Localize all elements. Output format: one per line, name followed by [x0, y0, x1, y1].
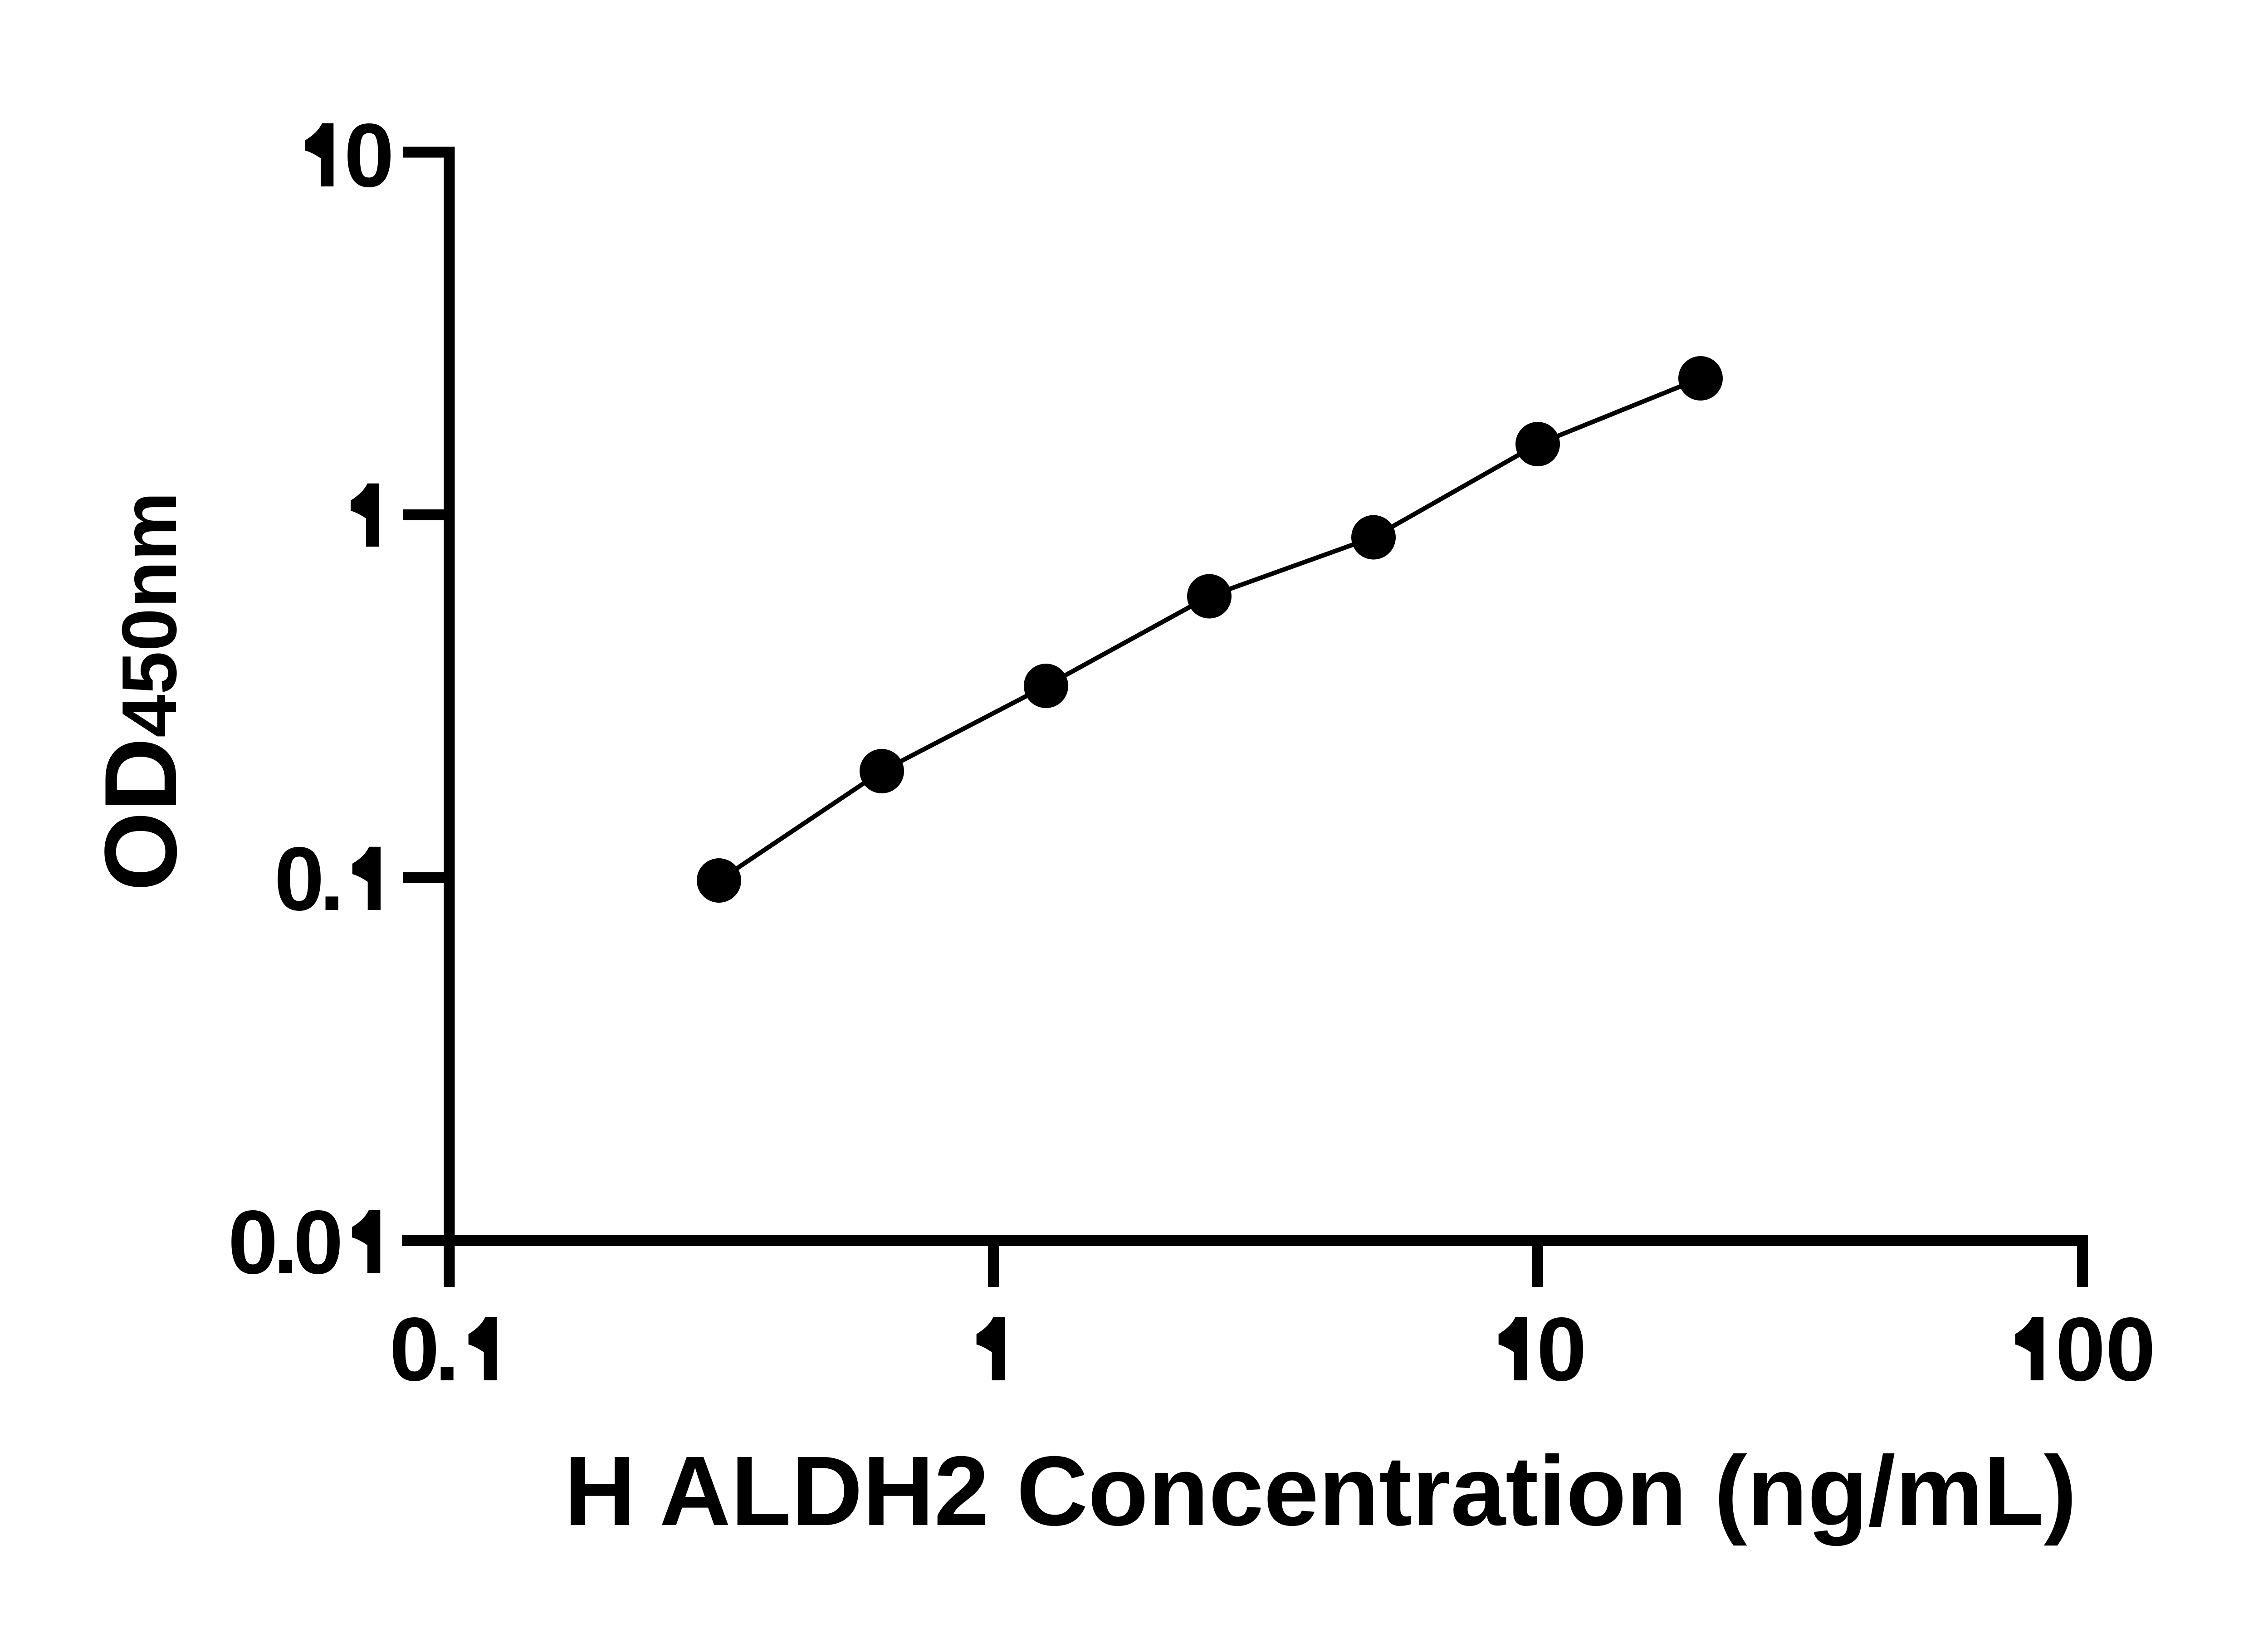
svg-text:0.: 0. — [389, 1299, 455, 1400]
svg-text:0: 0 — [344, 105, 394, 206]
svg-text:OD450nm: OD450nm — [83, 492, 198, 891]
svg-text:0.: 0. — [274, 829, 339, 929]
svg-text:H ALDH2 Concentration (ng/mL): H ALDH2 Concentration (ng/mL) — [564, 1436, 2077, 1546]
svg-text:00: 00 — [2055, 1299, 2156, 1400]
svg-text:0.0: 0.0 — [228, 1192, 340, 1293]
svg-text:0: 0 — [1536, 1299, 1587, 1400]
